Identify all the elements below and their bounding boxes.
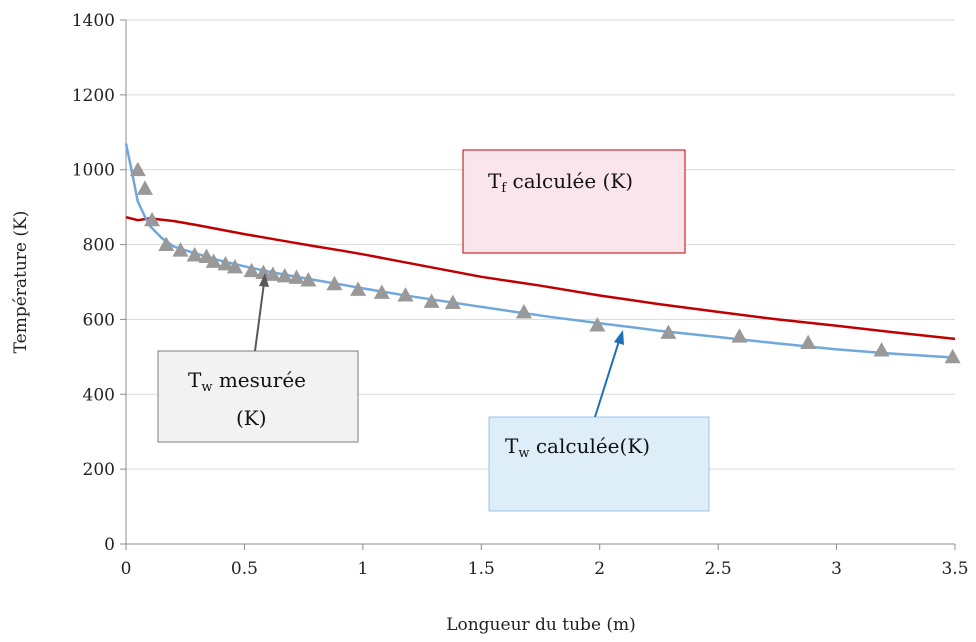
- data-point: [158, 236, 175, 251]
- y-tick-label: 1400: [72, 11, 115, 31]
- data-point: [423, 293, 440, 308]
- x-tick-label: 2.5: [705, 559, 732, 579]
- data-point: [288, 269, 305, 284]
- annotation-tw-mesuree-line2: (K): [236, 406, 267, 430]
- data-point: [944, 348, 961, 364]
- data-point: [186, 247, 203, 262]
- arrowhead-tw-mesuree: [259, 273, 269, 287]
- x-tick-label: 3.5: [941, 559, 968, 579]
- y-tick-label: 200: [83, 460, 115, 480]
- data-point: [300, 272, 317, 287]
- data-point: [172, 242, 189, 257]
- arrowhead-tw-calculee: [614, 330, 624, 345]
- annotation-tf: Tf calculée (K): [488, 169, 633, 196]
- data-point: [226, 259, 243, 274]
- arrow-tw-calculee: [594, 340, 620, 418]
- data-point: [264, 266, 281, 281]
- y-tick-label: 600: [83, 310, 115, 330]
- data-point: [589, 317, 606, 332]
- y-axis-label: Température (K): [11, 211, 31, 354]
- x-tick-labels: 0 0.5 1 1.5 2 2.5 3 3.5: [121, 559, 969, 579]
- data-point: [144, 211, 161, 227]
- data-point: [276, 268, 293, 283]
- y-tick-labels: 0 200 400 600 800 1000 1200 1400: [72, 11, 115, 555]
- data-point: [731, 328, 748, 343]
- x-tick-label: 0: [121, 559, 132, 579]
- x-axis-label: Longueur du tube (m): [446, 615, 636, 635]
- annotation-box-tw-calculee: [488, 416, 710, 512]
- data-point: [243, 262, 260, 278]
- data-point: [373, 284, 390, 299]
- y-tick-label: 1200: [72, 86, 115, 106]
- series: [124, 143, 961, 364]
- data-point: [660, 324, 677, 339]
- series-line-0: [125, 215, 956, 341]
- annotation-tw-mesuree: Tw mesurée: [188, 368, 306, 395]
- data-point: [205, 253, 222, 268]
- data-point: [255, 264, 272, 280]
- x-tick-label: 1.5: [468, 559, 495, 579]
- axes: [120, 19, 956, 550]
- annotation-box-tw-mesuree: [157, 350, 359, 443]
- data-point: [326, 275, 343, 291]
- x-tick-label: 3: [831, 559, 842, 579]
- arrow-tw-mesuree: [254, 282, 265, 352]
- series-line-1: [124, 143, 956, 359]
- data-point: [217, 256, 234, 271]
- y-tick-label: 800: [83, 236, 115, 256]
- data-point: [136, 180, 153, 195]
- y-tick-label: 0: [104, 535, 115, 555]
- annotation-tw-calculee: Tw calculée(K): [505, 434, 650, 461]
- x-tick-label: 0.5: [231, 559, 258, 579]
- annotation-box-tf: [462, 149, 686, 254]
- annotations: Tf calculée (K) Tw mesurée (K) Tw calcul…: [157, 149, 710, 512]
- y-tick-label: 400: [83, 385, 115, 405]
- y-tick-label: 1000: [72, 161, 115, 181]
- data-point: [350, 281, 367, 296]
- data-point: [444, 294, 461, 309]
- x-tick-label: 1: [357, 559, 368, 579]
- data-point: [397, 287, 414, 302]
- data-point: [515, 303, 532, 319]
- data-point: [873, 342, 890, 357]
- x-tick-label: 2: [594, 559, 605, 579]
- data-point: [129, 161, 146, 177]
- data-point: [800, 334, 817, 350]
